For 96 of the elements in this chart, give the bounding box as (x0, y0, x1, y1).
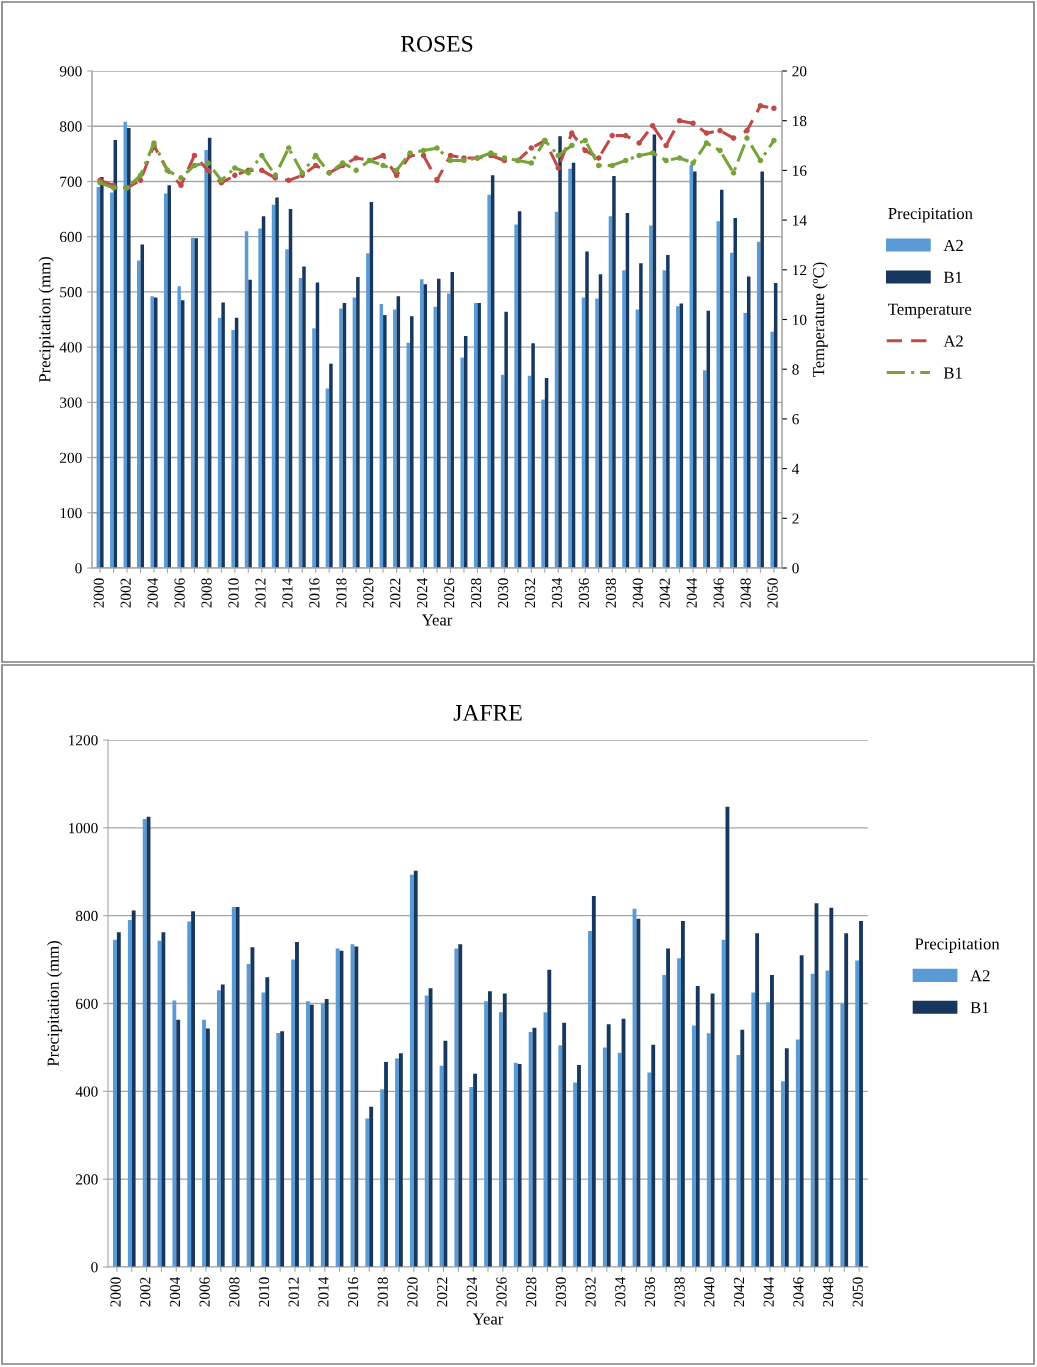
x-axis-title: Year (421, 614, 453, 626)
legend-label: A2 (943, 335, 963, 347)
y-tick-label: 600 (76, 998, 98, 1009)
y2-tick-label: 10 (793, 314, 807, 325)
x-tick-label: 2042 (659, 578, 670, 608)
x-tick-label: 2036 (644, 1277, 656, 1307)
x-tick-label: 2008 (229, 1277, 240, 1307)
x-tick-label: 2006 (199, 1277, 210, 1307)
y-tick-label: 300 (60, 397, 82, 408)
y-tick-label: 0 (75, 563, 82, 574)
x-tick-label: 2040 (704, 1277, 715, 1307)
y-axis-title: Precipitation (mm) (47, 941, 63, 1067)
x-tick-label: 2022 (390, 578, 401, 608)
x-tick-label: 2032 (585, 1277, 596, 1307)
x-tick-label: 2032 (524, 578, 536, 608)
y-tick-label: 400 (59, 342, 82, 353)
x-tick-label: 2036 (578, 578, 590, 608)
y2-tick-label: 2 (792, 513, 799, 524)
text: Temperature (888, 303, 972, 319)
x-tick-label: 2014 (318, 1276, 329, 1307)
x-tick-label: 2034 (551, 577, 563, 608)
x-tick-label: 2024 (466, 1276, 477, 1307)
legend-label: A2 (970, 970, 990, 982)
x-tick-label: 2002 (120, 578, 131, 608)
x-tick-label: 2010 (228, 578, 239, 608)
y2-tick-label: 14 (793, 215, 807, 226)
chart-title: ROSES (400, 35, 473, 52)
x-tick-label: 2050 (767, 578, 778, 608)
x-tick-label: 2046 (793, 1277, 804, 1307)
x-axis-title: Year (472, 1313, 504, 1325)
x-tick-label: 2016 (347, 1277, 359, 1307)
x-tick-label: 2050 (852, 1277, 863, 1307)
y2-tick-label: 6 (792, 414, 799, 425)
x-tick-label: 2028 (526, 1277, 537, 1307)
x-tick-label: 2044 (763, 1276, 774, 1307)
y-tick-label: 1200 (69, 735, 98, 746)
x-tick-label: 2016 (309, 578, 320, 608)
x-tick-label: 2030 (555, 1277, 567, 1307)
x-tick-label: 2046 (713, 578, 724, 608)
x-tick-label: 2018 (336, 578, 347, 608)
y-tick-label: 600 (60, 231, 82, 243)
x-tick-label: 2030 (497, 578, 509, 608)
text: Precipitation (888, 207, 973, 223)
y2-tick-label: 12 (793, 264, 807, 276)
x-tick-label: 2020 (363, 578, 374, 608)
y-tick-label: 800 (59, 121, 82, 132)
y2-tick-label: 4 (792, 463, 800, 474)
x-tick-label: 2000 (110, 1277, 121, 1307)
x-tick-label: 2040 (632, 578, 643, 608)
y-tick-label: 200 (60, 452, 82, 464)
legend-label: B1 (970, 1002, 989, 1014)
x-tick-label: 2012 (288, 1277, 299, 1307)
x-tick-label: 2022 (436, 1277, 448, 1307)
x-tick-label: 2004 (169, 1276, 181, 1307)
y2-tick-label: 0 (792, 563, 799, 574)
chart-title: JAFRE (453, 704, 522, 721)
x-tick-label: 2018 (377, 1277, 388, 1307)
y2-tick-label: 8 (792, 364, 799, 375)
x-tick-label: 2026 (443, 578, 455, 608)
y-tick-label: 200 (76, 1174, 98, 1185)
x-tick-label: 2024 (417, 577, 428, 608)
y-tick-label: 900 (59, 66, 82, 77)
x-tick-label: 2010 (258, 1277, 270, 1307)
x-tick-label: 2038 (674, 1277, 685, 1307)
legend-label: A2 (943, 239, 963, 251)
x-tick-label: 2012 (255, 578, 266, 608)
legend-label: B1 (943, 367, 962, 379)
y-tick-label: 800 (75, 910, 98, 922)
x-tick-label: 2004 (147, 577, 158, 608)
y-tick-label: 500 (60, 287, 82, 298)
x-tick-label: 2034 (615, 1276, 626, 1307)
x-tick-label: 2008 (201, 578, 212, 608)
x-tick-label: 2044 (686, 577, 697, 608)
y2-axis-title: Temperature (ºC) (812, 262, 828, 377)
x-tick-label: 2000 (93, 578, 104, 608)
text: Precipitation (914, 938, 1000, 953)
y-tick-label: 700 (60, 176, 82, 187)
y-tick-label: 0 (91, 1262, 98, 1273)
y-tick-label: 1000 (69, 822, 98, 834)
x-tick-label: 2020 (407, 1277, 418, 1307)
x-tick-label: 2014 (282, 577, 293, 608)
y-tick-label: 100 (60, 507, 82, 519)
y2-tick-label: 16 (793, 165, 807, 176)
x-tick-label: 2026 (496, 1277, 507, 1307)
y2-tick-label: 20 (792, 66, 807, 77)
x-tick-label: 2042 (733, 1277, 745, 1307)
x-tick-label: 2002 (140, 1277, 151, 1307)
x-tick-label: 2048 (740, 578, 751, 608)
y-tick-label: 400 (75, 1086, 98, 1097)
x-tick-label: 2028 (470, 578, 482, 608)
x-tick-label: 2048 (822, 1277, 834, 1307)
x-tick-label: 2038 (605, 578, 617, 608)
legend-label: B1 (943, 271, 962, 283)
y2-tick-label: 18 (793, 115, 807, 127)
y-axis-title: Precipitation (mm) (38, 257, 54, 383)
x-tick-label: 2006 (174, 578, 185, 608)
